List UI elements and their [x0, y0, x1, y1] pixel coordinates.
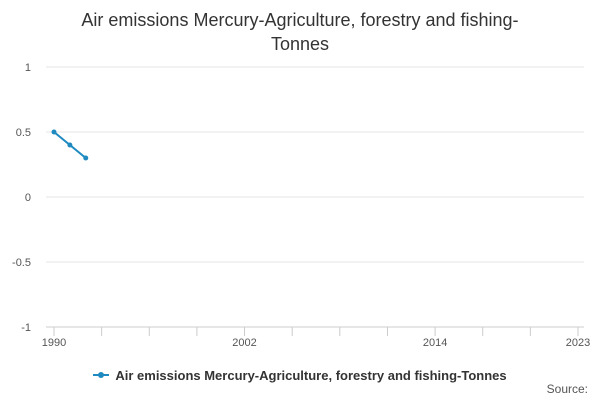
legend-item[interactable]: Air emissions Mercury-Agriculture, fores… — [93, 367, 507, 383]
legend[interactable]: Air emissions Mercury-Agriculture, fores… — [0, 364, 600, 383]
source-label: Source: — [546, 382, 588, 396]
y-tick-label: -0.5 — [12, 257, 31, 269]
chart-title-line-2: Tonnes — [270, 34, 330, 54]
data-point — [83, 155, 89, 161]
y-tick-label: -1 — [21, 322, 31, 334]
y-tick-label: 0 — [25, 192, 31, 204]
legend-line-marker-icon — [93, 372, 110, 378]
x-tick-label: 1990 — [42, 337, 66, 349]
y-tick-label: 1 — [25, 62, 31, 74]
chart-title: Air emissions Mercury-Agriculture, fores… — [0, 8, 600, 56]
data-point — [67, 142, 73, 148]
legend-label: Air emissions Mercury-Agriculture, fores… — [115, 367, 507, 383]
gridlines — [46, 66, 584, 263]
x-axis: 1990 2002 2014 2023 — [42, 326, 590, 349]
y-axis-tick-labels: 1 0.5 0 -0.5 -1 — [12, 62, 31, 334]
y-tick-label: 0.5 — [16, 127, 31, 139]
chart-title-line-1: Air emissions Mercury-Agriculture, fores… — [81, 10, 519, 30]
x-tick-label: 2014 — [423, 337, 447, 349]
x-tick-label: 2002 — [232, 337, 256, 349]
data-point — [51, 129, 57, 135]
series-layer — [51, 129, 89, 161]
x-tick-label: 2023 — [566, 337, 590, 349]
